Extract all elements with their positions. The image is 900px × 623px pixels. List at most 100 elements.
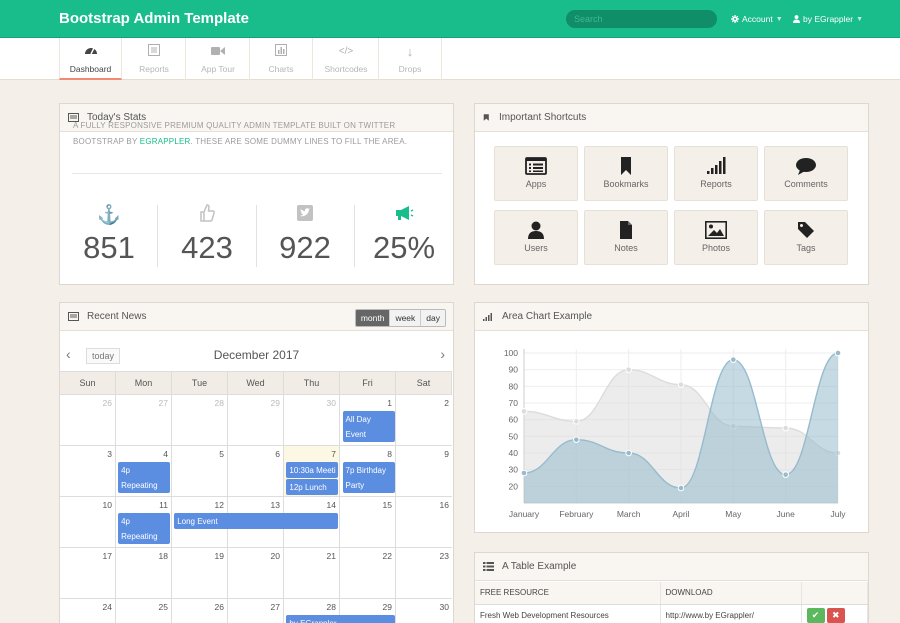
- calendar-event[interactable]: Long Event: [174, 513, 339, 529]
- calendar-day-cell[interactable]: 1: [340, 395, 396, 445]
- view-day-button[interactable]: day: [420, 310, 445, 326]
- bookmark-icon: [483, 114, 489, 121]
- search-input[interactable]: [566, 10, 717, 28]
- view-week-button[interactable]: week: [389, 310, 421, 326]
- shortcut-bookmarks[interactable]: Bookmarks: [584, 146, 668, 201]
- calendar-event[interactable]: 10:30a Meeti: [286, 462, 339, 478]
- calendar-day-cell[interactable]: 9: [444, 449, 449, 459]
- data-point: [573, 418, 580, 425]
- calendar-week-row: 17 18 19 20 21 22 23: [60, 548, 452, 599]
- stat-item: ⚓ 851: [60, 204, 158, 266]
- calendar-day-cell[interactable]: 27: [116, 395, 172, 445]
- picture-icon: [705, 221, 727, 239]
- calendar-day-cell[interactable]: 22: [340, 548, 396, 598]
- shortcut-label: Reports: [700, 179, 732, 189]
- nav-shortcodes[interactable]: </> Shortcodes: [314, 38, 379, 80]
- view-month-button[interactable]: month: [355, 310, 390, 326]
- shortcut-label: Photos: [701, 243, 731, 253]
- dashboard-icon: [60, 44, 121, 60]
- calendar-day-cell[interactable]: 29: [228, 395, 284, 445]
- calendar-day-cell[interactable]: 4: [116, 446, 172, 496]
- y-tick-label: 30: [509, 465, 519, 475]
- widget-header: A Table Example: [475, 553, 868, 581]
- widget-header: Area Chart Example: [475, 303, 868, 331]
- weekday-label: Thu: [284, 372, 340, 394]
- user-menu[interactable]: by EGrappler ▼: [793, 14, 863, 24]
- shortcut-photos[interactable]: Photos: [674, 210, 758, 265]
- calendar-toolbar: ‹ today December 2017 ›: [60, 343, 453, 371]
- shortcut-users[interactable]: Users: [494, 210, 578, 265]
- shortcut-label: Users: [524, 243, 548, 253]
- calendar-day-cell[interactable]: 18: [116, 548, 172, 598]
- calendar-day-cell[interactable]: 20: [228, 548, 284, 598]
- reports-icon: [123, 44, 185, 60]
- nav-reports[interactable]: Reports: [123, 38, 186, 80]
- top-bar: Bootstrap Admin Template Account ▼ by EG…: [0, 0, 900, 38]
- calendar-day-cell[interactable]: 11: [116, 497, 172, 547]
- calendar-event[interactable]: by EGrappler: [286, 615, 395, 623]
- calendar-day-cell[interactable]: 3: [60, 446, 116, 496]
- brand-title[interactable]: Bootstrap Admin Template: [59, 10, 250, 27]
- calendar-day-cell[interactable]: 30: [439, 602, 449, 612]
- calendar-day-cell[interactable]: 6: [228, 446, 284, 496]
- calendar-event[interactable]: 4p Repeating Event: [118, 513, 171, 544]
- calendar-event[interactable]: All Day Event: [342, 411, 395, 442]
- table-cell[interactable]: http://www.by EGrappler/: [660, 604, 802, 623]
- calendar-event[interactable]: 4p Repeating Event: [118, 462, 171, 493]
- stats-widget: Today's Stats A fully responsive premium…: [59, 103, 454, 285]
- calendar-day-cell[interactable]: 24: [60, 599, 116, 623]
- calendar-day-cell[interactable]: 28: [284, 599, 340, 623]
- calendar-day-cell[interactable]: 17: [60, 548, 116, 598]
- chevron-right-icon[interactable]: ›: [440, 346, 445, 362]
- shortcut-reports[interactable]: Reports: [674, 146, 758, 201]
- thumbs-up-icon: [158, 204, 256, 228]
- egrappler-link[interactable]: EGrappler: [139, 137, 191, 146]
- data-point: [625, 366, 632, 373]
- nav-drops[interactable]: ↓ Drops: [379, 38, 442, 80]
- chevron-left-icon[interactable]: ‹: [66, 346, 71, 362]
- calendar-day-cell[interactable]: 30: [284, 395, 340, 445]
- calendar-event[interactable]: 7p Birthday Party: [342, 462, 395, 493]
- shortcut-apps[interactable]: Apps: [494, 146, 578, 201]
- calendar-day-cell[interactable]: 21: [284, 548, 340, 598]
- widget-title: Important Shortcuts: [499, 112, 587, 123]
- calendar-day-cell[interactable]: 5: [172, 446, 228, 496]
- close-icon[interactable]: ✖: [826, 607, 845, 623]
- shortcut-notes[interactable]: Notes: [584, 210, 668, 265]
- today-button[interactable]: today: [86, 348, 121, 364]
- x-tick-label: May: [725, 509, 742, 519]
- y-tick-label: 100: [504, 348, 518, 358]
- calendar-day-cell[interactable]: 26: [172, 599, 228, 623]
- calendar-day-cell[interactable]: 10: [60, 497, 116, 547]
- nav-charts[interactable]: Charts: [250, 38, 313, 80]
- shortcut-label: Notes: [614, 243, 638, 253]
- stat-item: 922: [256, 204, 354, 266]
- calendar-day-cell[interactable]: 26: [60, 395, 116, 445]
- calendar-day-cell[interactable]: 27: [228, 599, 284, 623]
- calendar-day-cell[interactable]: 2: [444, 398, 449, 408]
- nav-app-tour[interactable]: App Tour: [187, 38, 250, 80]
- account-menu[interactable]: Account ▼: [731, 14, 783, 24]
- shortcut-comments[interactable]: Comments: [764, 146, 848, 201]
- shortcut-tags[interactable]: Tags: [764, 210, 848, 265]
- calendar-day-cell[interactable]: 14: [284, 497, 340, 547]
- calendar-day-cell[interactable]: 23: [439, 551, 449, 561]
- widget-title: A Table Example: [502, 561, 577, 572]
- calendar-weeks: 26 27 28 29 30 1 2 All Day Event 3 4 5 6 7 8 9 4p Repea…: [60, 395, 452, 623]
- calendar-day-cell[interactable]: 15: [340, 497, 396, 547]
- calendar-event[interactable]: 12p Lunch: [286, 479, 339, 495]
- calendar-day-cell[interactable]: 25: [116, 599, 172, 623]
- nav-dashboard[interactable]: Dashboard: [59, 38, 122, 80]
- calendar-day-cell[interactable]: 19: [172, 548, 228, 598]
- calendar-day-cell[interactable]: 28: [172, 395, 228, 445]
- widget-header: Important Shortcuts: [475, 104, 868, 132]
- calendar-day-cell[interactable]: 29: [340, 599, 396, 623]
- calendar-day-cell[interactable]: 8: [340, 446, 396, 496]
- data-point: [677, 381, 685, 388]
- series-area: [524, 353, 838, 503]
- stat-value: 922: [279, 230, 331, 265]
- shortcut-label: Comments: [784, 179, 828, 189]
- check-icon[interactable]: ✔: [806, 607, 825, 623]
- calendar-day-cell[interactable]: 16: [439, 500, 449, 510]
